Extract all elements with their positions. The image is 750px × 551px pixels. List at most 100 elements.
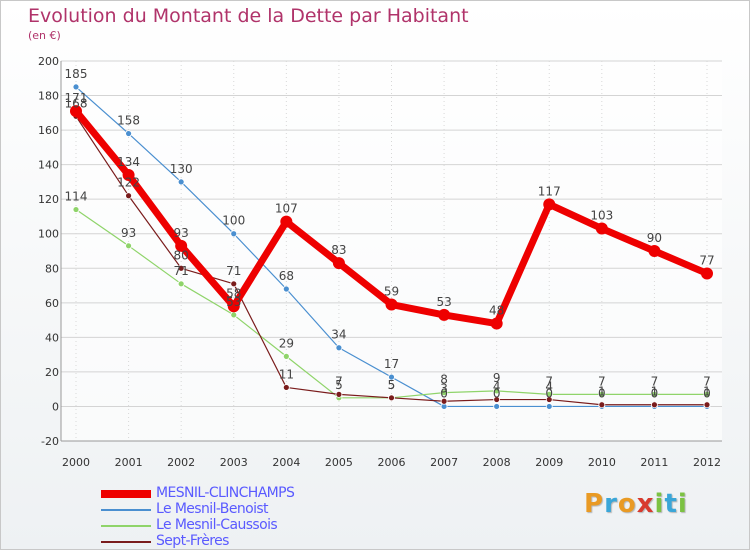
data-label: 103 xyxy=(590,209,613,223)
data-point xyxy=(598,390,606,398)
data-label: 4 xyxy=(545,380,553,394)
y-tick-label: 80 xyxy=(45,262,59,275)
x-tick-label: 2012 xyxy=(693,456,721,469)
x-tick-label: 2006 xyxy=(378,456,406,469)
y-tick-label: 40 xyxy=(45,331,59,344)
logo-letter: i xyxy=(654,489,665,519)
legend-label: Le Mesnil-Caussois xyxy=(156,517,278,533)
data-point xyxy=(282,352,290,360)
y-tick-label: 60 xyxy=(45,297,59,310)
x-tick-label: 2004 xyxy=(272,456,300,469)
logo-letter: r xyxy=(604,489,618,519)
x-tick-label: 2011 xyxy=(640,456,668,469)
data-label: 80 xyxy=(174,248,189,262)
data-point xyxy=(493,387,501,395)
legend-swatch xyxy=(101,490,151,498)
data-label: 53 xyxy=(226,295,241,309)
y-tick-label: 140 xyxy=(38,159,59,172)
proxiti-logo: Proxiti xyxy=(584,489,688,519)
data-point xyxy=(227,300,240,313)
data-point xyxy=(280,215,293,228)
legend-label: MESNIL-CLINCHAMPS xyxy=(156,485,295,501)
data-label: 7 xyxy=(703,374,711,388)
x-tick-label: 2000 xyxy=(62,456,90,469)
data-label: 0 xyxy=(598,386,606,400)
data-point xyxy=(125,192,132,200)
data-point xyxy=(701,267,713,280)
data-point xyxy=(125,130,132,137)
data-point xyxy=(70,105,82,118)
data-label: 17 xyxy=(384,357,399,371)
data-point xyxy=(440,397,448,405)
data-label: 0 xyxy=(703,386,711,400)
data-point xyxy=(332,257,345,270)
data-label: 58 xyxy=(226,286,241,300)
data-point xyxy=(651,390,658,398)
data-point xyxy=(598,401,606,409)
data-point xyxy=(177,178,185,186)
x-tick-label: 2010 xyxy=(588,456,616,469)
data-label: 3 xyxy=(440,381,448,395)
data-point xyxy=(543,198,556,211)
data-point xyxy=(72,206,80,213)
data-point xyxy=(595,222,608,235)
data-label: 48 xyxy=(489,304,504,318)
x-tick-label: 2003 xyxy=(220,456,248,469)
data-label: 90 xyxy=(647,231,662,245)
data-label: 77 xyxy=(699,253,714,267)
data-point xyxy=(385,298,398,311)
data-label: 0 xyxy=(493,386,501,400)
data-label: 8 xyxy=(440,373,448,387)
data-label: 1 xyxy=(651,385,659,399)
data-label: 5 xyxy=(388,378,396,392)
data-point xyxy=(545,396,553,403)
data-label: 107 xyxy=(275,202,298,216)
data-point xyxy=(440,389,448,397)
logo-letter: t xyxy=(664,489,678,519)
data-label: 130 xyxy=(170,162,193,176)
data-point xyxy=(72,83,80,91)
data-label: 11 xyxy=(279,367,294,381)
y-tick-label: 100 xyxy=(38,228,59,241)
data-label: 9 xyxy=(493,371,501,385)
legend-swatch xyxy=(101,541,151,543)
data-label: 122 xyxy=(117,176,140,190)
data-label: 171 xyxy=(65,91,88,105)
data-point xyxy=(335,390,343,398)
data-point xyxy=(125,242,132,250)
legend-label: Sept-Frères xyxy=(156,533,229,549)
data-label: 7 xyxy=(651,374,659,388)
data-point xyxy=(335,344,343,352)
data-point xyxy=(703,390,711,398)
logo-letter: x xyxy=(636,489,655,519)
y-tick-label: 200 xyxy=(38,55,59,68)
logo-letter: P xyxy=(584,489,605,519)
data-label: 34 xyxy=(331,328,346,342)
x-tick-label: 2007 xyxy=(430,456,458,469)
data-label: 59 xyxy=(384,285,399,299)
x-tick-label: 2009 xyxy=(535,456,563,469)
data-label: 7 xyxy=(545,374,553,388)
data-label: 7 xyxy=(335,374,343,388)
data-label: 1 xyxy=(703,385,711,399)
y-tick-label: -20 xyxy=(41,435,59,448)
data-point xyxy=(651,401,658,409)
x-tick-label: 2005 xyxy=(325,456,353,469)
y-tick-label: 0 xyxy=(52,400,59,413)
data-point xyxy=(230,230,238,238)
legend-swatch xyxy=(101,509,151,511)
x-tick-label: 2002 xyxy=(167,456,195,469)
data-point xyxy=(438,308,451,321)
data-point xyxy=(177,280,185,288)
y-tick-label: 120 xyxy=(38,193,59,206)
data-label: 93 xyxy=(174,226,189,240)
data-point xyxy=(230,280,238,288)
data-point xyxy=(493,403,501,410)
data-label: 53 xyxy=(436,295,451,309)
data-label: 4 xyxy=(493,380,501,394)
legend-label: Le Mesnil-Benoist xyxy=(156,501,269,517)
data-label: 83 xyxy=(331,243,346,257)
data-point xyxy=(230,311,238,319)
